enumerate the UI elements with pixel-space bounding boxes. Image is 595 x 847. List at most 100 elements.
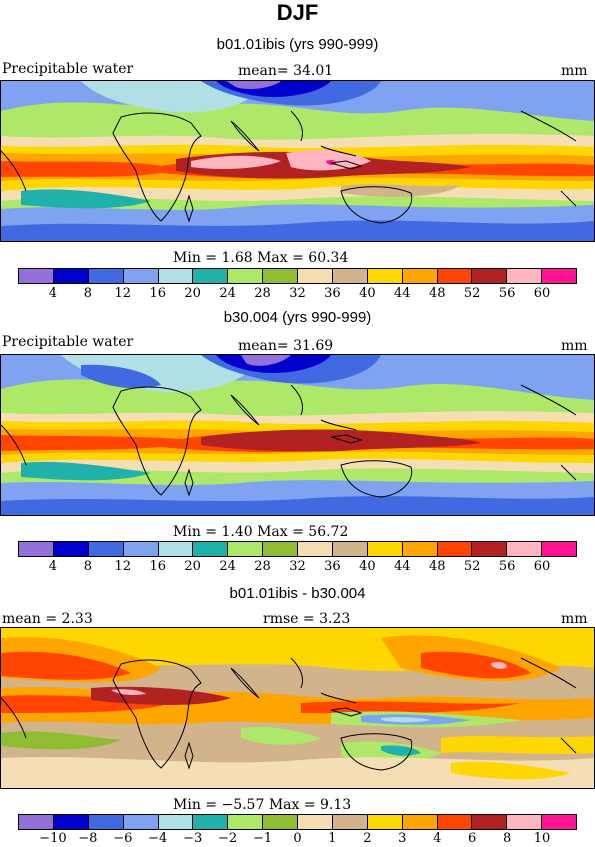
panel-2-map — [0, 354, 595, 516]
colorbar-swatch — [437, 815, 473, 829]
colorbar-tick-label: 36 — [324, 286, 341, 301]
colorbar-tick-label: 4 — [48, 559, 58, 574]
panel-3-units-label: mm — [561, 611, 588, 627]
colorbar-tick-label: 4 — [48, 286, 58, 301]
colorbar-tick-label: 48 — [428, 559, 446, 574]
panel-2-units-label: mm — [561, 338, 588, 354]
colorbar-tick-label: 12 — [114, 559, 132, 574]
colorbar-swatch — [298, 542, 333, 556]
colorbar-swatch — [88, 815, 124, 829]
colorbar-tick-label: 3 — [398, 831, 407, 846]
colorbar-swatch — [507, 269, 543, 283]
colorbar-swatch — [228, 269, 264, 283]
panel-3-colorbar — [18, 814, 577, 830]
colorbar-tick-label: 36 — [324, 559, 341, 574]
colorbar-swatch — [193, 269, 229, 283]
colorbar-swatch — [263, 542, 298, 556]
panel-2-variable-label: Precipitable water — [2, 334, 134, 350]
colorbar-swatch — [542, 542, 576, 556]
panel-2-colorbar-ticks: 4 8 12 16 20 24 28 32 36 40 44 48 52 56 60 — [18, 559, 577, 575]
panel-3-subtitle: b01.01ibis - b30.004 — [229, 585, 366, 602]
colorbar-swatch — [367, 815, 403, 829]
colorbar-tick-label: 6 — [468, 831, 477, 846]
colorbar-swatch — [472, 815, 508, 829]
panel-3-map — [0, 627, 595, 789]
panel-1-min-max: Min = 1.68 Max = 60.34 — [173, 250, 349, 266]
colorbar-swatch — [53, 542, 89, 556]
panel-1-mean-label: mean= 34.01 — [238, 63, 334, 79]
colorbar-swatch — [123, 815, 159, 829]
colorbar-swatch — [19, 542, 54, 556]
colorbar-tick-label: 40 — [359, 286, 376, 301]
colorbar-swatch — [332, 542, 368, 556]
colorbar-tick-label: 8 — [502, 831, 512, 846]
colorbar-swatch — [53, 815, 89, 829]
colorbar-tick-label: 16 — [149, 559, 167, 574]
colorbar-tick-label: 20 — [184, 286, 201, 301]
colorbar-tick-label: 60 — [533, 559, 551, 574]
colorbar-tick-label: −3 — [183, 831, 203, 846]
colorbar-tick-label: 8 — [83, 286, 93, 301]
colorbar-swatch — [332, 269, 368, 283]
colorbar-tick-label: 20 — [184, 559, 201, 574]
colorbar-tick-label: −10 — [39, 831, 67, 846]
colorbar-swatch — [193, 542, 229, 556]
colorbar-tick-label: 0 — [293, 831, 302, 846]
panel-3-rmse-label: rmse = 3.23 — [263, 611, 351, 627]
colorbar-swatch — [193, 815, 229, 829]
colorbar-tick-label: 32 — [289, 286, 306, 301]
colorbar-tick-label: 44 — [394, 559, 411, 574]
panel-1-variable-label: Precipitable water — [2, 61, 134, 77]
figure-title: DJF — [276, 0, 319, 25]
colorbar-swatch — [158, 815, 194, 829]
colorbar-tick-label: −4 — [148, 831, 168, 846]
colorbar-tick-label: 24 — [219, 286, 236, 301]
colorbar-tick-label: 8 — [83, 559, 93, 574]
colorbar-swatch — [332, 815, 368, 829]
colorbar-tick-label: 60 — [533, 286, 551, 301]
colorbar-tick-label: 56 — [498, 559, 516, 574]
colorbar-tick-label: −6 — [113, 831, 133, 846]
colorbar-tick-label: 32 — [289, 559, 306, 574]
colorbar-swatch — [367, 542, 403, 556]
colorbar-swatch — [263, 815, 298, 829]
panel-1-colorbar — [18, 268, 577, 284]
colorbar-tick-label: 16 — [149, 286, 167, 301]
colorbar-swatch — [402, 269, 438, 283]
colorbar-tick-label: 28 — [254, 559, 271, 574]
colorbar-tick-label: 1 — [328, 831, 337, 846]
panel-2-colorbar — [18, 541, 577, 557]
colorbar-swatch — [542, 269, 576, 283]
colorbar-swatch — [88, 269, 124, 283]
colorbar-swatch — [472, 542, 508, 556]
colorbar-tick-label: 48 — [428, 286, 446, 301]
colorbar-tick-label: 2 — [363, 831, 372, 846]
colorbar-swatch — [437, 542, 473, 556]
panel-2-subtitle: b30.004 (yrs 990-999) — [223, 309, 372, 326]
colorbar-swatch — [19, 269, 54, 283]
colorbar-swatch — [228, 815, 264, 829]
colorbar-swatch — [158, 542, 194, 556]
colorbar-tick-label: −8 — [78, 831, 98, 846]
colorbar-swatch — [298, 269, 333, 283]
colorbar-tick-label: 52 — [463, 286, 481, 301]
colorbar-swatch — [472, 269, 508, 283]
colorbar-swatch — [228, 542, 264, 556]
panel-2-mean-label: mean= 31.69 — [238, 338, 334, 354]
colorbar-tick-label: 24 — [219, 559, 236, 574]
colorbar-tick-label: −2 — [218, 831, 238, 846]
colorbar-swatch — [542, 815, 576, 829]
colorbar-swatch — [158, 269, 194, 283]
colorbar-swatch — [402, 815, 438, 829]
colorbar-swatch — [437, 269, 473, 283]
colorbar-tick-label: −1 — [252, 831, 273, 846]
colorbar-swatch — [367, 269, 403, 283]
panel-1-units-label: mm — [561, 63, 588, 79]
colorbar-swatch — [123, 542, 159, 556]
colorbar-swatch — [19, 815, 54, 829]
colorbar-swatch — [263, 269, 298, 283]
colorbar-tick-label: 28 — [254, 286, 271, 301]
colorbar-tick-label: 4 — [433, 831, 442, 846]
panel-1-colorbar-ticks: 4 8 12 16 20 24 28 32 36 40 44 48 52 56 60 — [18, 286, 577, 302]
colorbar-tick-label: 10 — [533, 831, 551, 846]
